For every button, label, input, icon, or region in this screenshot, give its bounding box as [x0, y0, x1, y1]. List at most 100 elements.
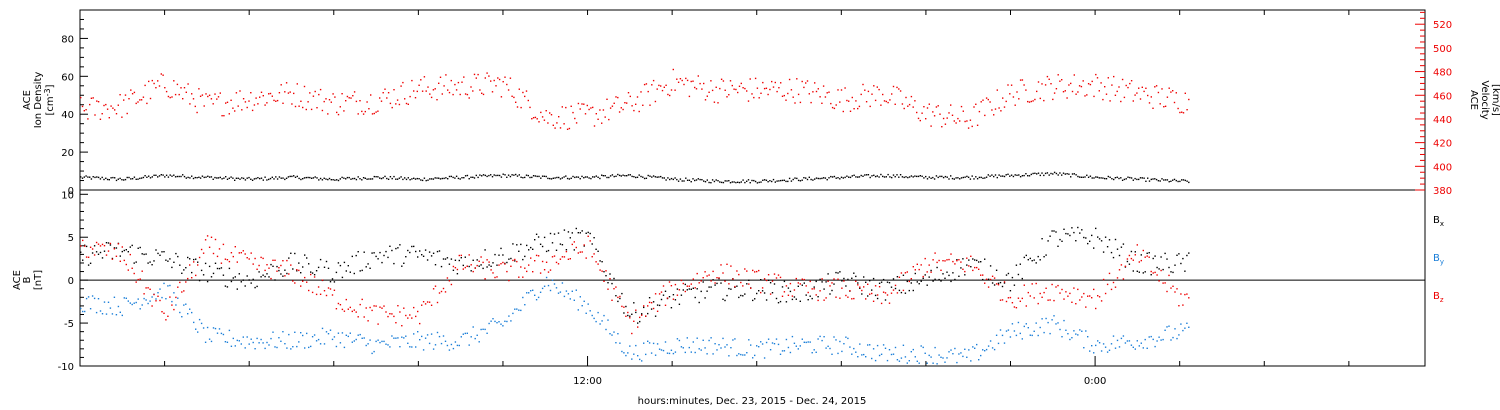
bx-point: [187, 256, 189, 259]
by-point: [218, 328, 221, 330]
density-point: [645, 177, 648, 179]
bx-point: [577, 232, 579, 234]
velocity-point: [799, 101, 802, 104]
velocity-point: [672, 68, 674, 71]
by-point: [882, 344, 885, 346]
bx-point: [728, 287, 730, 290]
by-point: [254, 348, 256, 350]
bx-point: [276, 265, 278, 268]
by-point: [306, 332, 308, 335]
bx-point: [944, 277, 946, 279]
bx-point: [779, 300, 782, 303]
velocity-point: [497, 77, 499, 79]
bx-point: [773, 283, 776, 285]
velocity-point: [1181, 111, 1183, 113]
velocity-point: [731, 84, 733, 87]
bx-point: [746, 283, 748, 285]
bz-point: [892, 289, 895, 291]
bx-point: [1059, 238, 1061, 241]
bx-point: [109, 244, 112, 246]
bz-point: [668, 281, 671, 283]
bz-point: [526, 270, 528, 273]
density-point: [1089, 175, 1092, 177]
by-point: [821, 339, 823, 342]
density-point: [1082, 176, 1084, 178]
bz-point: [676, 294, 679, 296]
bz-point: [1017, 297, 1020, 299]
bz-point: [908, 280, 910, 283]
bz-point: [286, 259, 288, 262]
density-point: [325, 178, 327, 180]
bx-point: [579, 232, 581, 234]
bx-point: [900, 291, 903, 294]
density-point: [910, 175, 913, 177]
bz-point: [702, 277, 704, 279]
bz-point: [1150, 270, 1152, 273]
bz-point: [258, 264, 260, 267]
velocity-point: [790, 89, 793, 91]
velocity-point: [346, 95, 349, 98]
density-point: [532, 175, 535, 177]
velocity-point: [1121, 78, 1124, 81]
bz-point: [946, 259, 948, 261]
velocity-point: [1096, 77, 1099, 79]
by-point: [448, 349, 451, 351]
by-point: [631, 358, 633, 360]
by-point: [557, 292, 560, 294]
velocity-point: [99, 118, 102, 120]
by-point: [976, 343, 978, 346]
bx-point: [191, 271, 193, 274]
velocity-point: [842, 110, 844, 113]
bx-point: [153, 260, 155, 262]
velocity-point: [987, 98, 989, 101]
bz-point: [882, 291, 885, 293]
by-point: [242, 336, 244, 338]
by-point: [288, 333, 290, 336]
density-point: [434, 177, 436, 179]
bz-point: [234, 246, 236, 248]
by-point: [742, 354, 744, 356]
bx-point: [244, 285, 246, 287]
bx-point: [722, 298, 724, 300]
density-point: [225, 176, 227, 178]
bz-point: [260, 256, 262, 259]
velocity-point: [1118, 86, 1120, 88]
velocity-point: [833, 107, 836, 110]
bz-point: [561, 256, 564, 258]
density-point: [1091, 177, 1093, 179]
bz-point: [904, 272, 907, 274]
by-point: [922, 346, 924, 349]
density-point: [604, 175, 606, 177]
velocity-point: [883, 100, 886, 102]
bz-point: [95, 241, 98, 244]
by-point: [954, 347, 956, 350]
velocity-point: [756, 87, 759, 89]
bx-point: [1120, 246, 1123, 248]
by-point: [103, 301, 106, 303]
velocity-point: [885, 100, 887, 103]
velocity-point: [284, 91, 286, 93]
bz-point: [345, 298, 347, 301]
bx-point: [797, 285, 799, 287]
bx-point: [1017, 273, 1020, 276]
density-point: [205, 176, 207, 178]
velocity-point: [609, 107, 612, 109]
by-point: [1138, 345, 1140, 347]
density-point: [837, 177, 839, 179]
bz-point: [1085, 306, 1087, 308]
bz-point: [763, 278, 766, 280]
velocity-point: [781, 95, 784, 97]
velocity-point: [590, 107, 592, 109]
velocity-point: [566, 128, 569, 130]
density-point: [627, 174, 630, 176]
density-point: [128, 176, 130, 179]
bx-point: [236, 288, 238, 290]
bx-point: [1146, 252, 1148, 254]
bz-point: [1061, 288, 1063, 291]
velocity-point: [1098, 90, 1100, 92]
density-point: [1032, 172, 1034, 175]
bz-point: [353, 309, 355, 311]
bx-point: [1015, 264, 1018, 266]
density-point: [525, 174, 528, 176]
bz-point: [397, 305, 399, 307]
